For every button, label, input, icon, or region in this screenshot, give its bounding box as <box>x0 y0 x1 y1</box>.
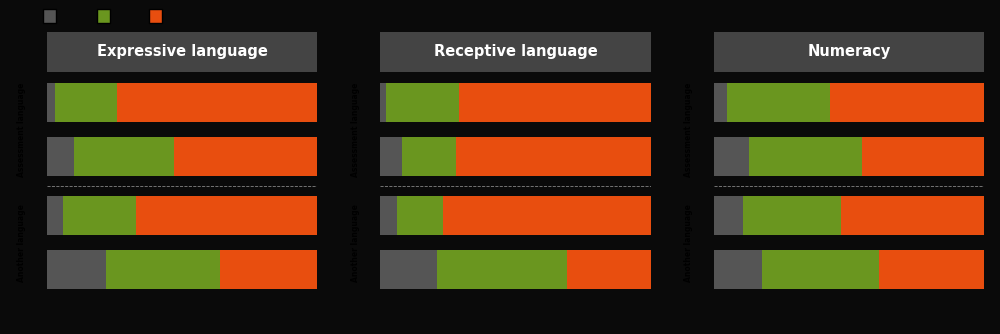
Bar <box>117 83 317 122</box>
Text: Assessment language: Assessment language <box>351 82 360 177</box>
Bar <box>380 196 397 235</box>
Text: Another language: Another language <box>351 204 360 282</box>
Text: Receptive language: Receptive language <box>434 44 597 59</box>
Bar <box>459 83 651 122</box>
Bar <box>437 250 567 290</box>
Text: Another language: Another language <box>17 204 27 282</box>
Bar <box>749 137 862 176</box>
Bar <box>567 250 651 290</box>
Bar <box>402 137 456 176</box>
Bar <box>380 137 402 176</box>
FancyBboxPatch shape <box>97 8 110 23</box>
Bar <box>47 250 106 290</box>
Bar <box>456 137 651 176</box>
Bar <box>174 137 317 176</box>
Bar <box>74 137 174 176</box>
Bar <box>136 196 317 235</box>
Bar <box>714 250 762 290</box>
FancyBboxPatch shape <box>148 8 162 23</box>
Bar <box>879 250 984 290</box>
Bar <box>47 83 55 122</box>
Bar <box>727 83 830 122</box>
Bar <box>714 83 727 122</box>
Bar <box>386 83 459 122</box>
Bar <box>714 196 743 235</box>
Bar <box>220 250 317 290</box>
Bar <box>443 196 651 235</box>
Bar <box>862 137 984 176</box>
Bar <box>380 83 386 122</box>
Bar <box>47 137 74 176</box>
Bar <box>63 196 136 235</box>
Bar <box>55 83 117 122</box>
Bar <box>397 196 443 235</box>
Text: Numeracy: Numeracy <box>807 44 890 59</box>
Text: Expressive language: Expressive language <box>97 44 268 59</box>
Text: Assessment language: Assessment language <box>684 82 693 177</box>
Bar <box>830 83 984 122</box>
Bar <box>714 137 749 176</box>
Bar <box>743 196 841 235</box>
FancyBboxPatch shape <box>43 8 56 23</box>
Text: Another language: Another language <box>684 204 693 282</box>
Bar <box>380 250 437 290</box>
Bar <box>106 250 220 290</box>
Bar <box>47 196 63 235</box>
Text: Assessment language: Assessment language <box>17 82 27 177</box>
Bar <box>841 196 984 235</box>
Bar <box>762 250 879 290</box>
